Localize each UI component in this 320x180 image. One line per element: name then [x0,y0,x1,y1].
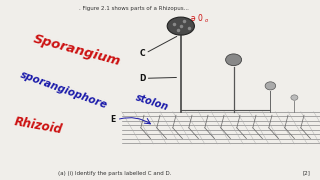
Ellipse shape [291,95,298,100]
Text: D: D [139,74,146,83]
Text: Sporangium: Sporangium [32,32,123,68]
Text: (a) (i) Identify the parts labelled C and D.: (a) (i) Identify the parts labelled C an… [58,171,171,176]
Ellipse shape [226,54,242,66]
Text: . Figure 2.1 shows parts of a Rhizopus...: . Figure 2.1 shows parts of a Rhizopus..… [79,6,189,11]
Text: E: E [110,115,116,124]
Text: ə 0 $_{o}$: ə 0 $_{o}$ [190,13,210,25]
Text: C: C [139,49,145,58]
Text: stolon: stolon [134,93,170,113]
Ellipse shape [265,82,276,90]
Text: Rhizoid: Rhizoid [13,115,63,137]
Text: [2]: [2] [302,171,310,176]
Ellipse shape [167,17,194,35]
Text: sporangiophore: sporangiophore [19,69,109,111]
